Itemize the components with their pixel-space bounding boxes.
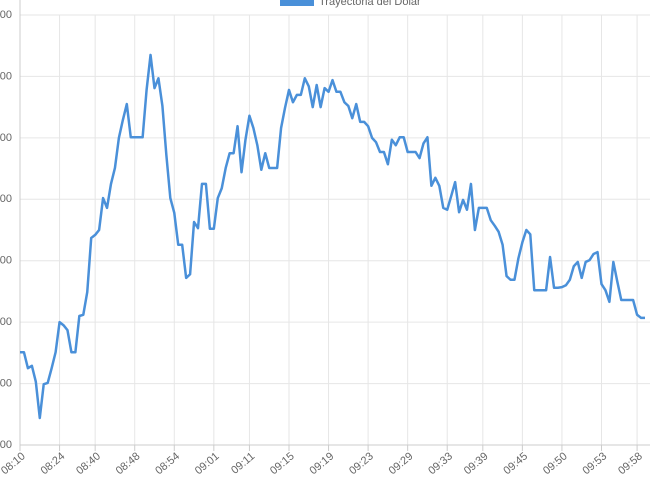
y-tick-label: ,00 (0, 193, 12, 205)
y-tick-label: ,00 (0, 255, 12, 267)
x-tick-label: 08:24 (39, 450, 68, 477)
x-tick-label: 09:50 (541, 450, 570, 477)
x-tick-label: 08:40 (74, 450, 103, 477)
x-tick-label: 09:33 (426, 450, 455, 477)
y-tick-label: ,00 (0, 70, 12, 82)
x-tick-label: 09:58 (616, 450, 645, 477)
y-tick-label: ,00 (0, 316, 12, 328)
y-tick-label: ,00 (0, 377, 12, 389)
x-tick-label: 09:01 (193, 450, 222, 477)
y-tick-label: ,00 (0, 132, 12, 144)
y-tick-label: ,00 (0, 9, 12, 21)
x-tick-label: 09:19 (308, 450, 337, 477)
x-tick-label: 09:29 (387, 450, 416, 477)
legend-label: Trayectoria del Dolar (319, 0, 421, 8)
x-tick-label: 08:10 (0, 450, 28, 477)
x-tick-label: 09:53 (580, 450, 609, 477)
x-tick-label: 08:48 (114, 450, 143, 477)
x-tick-label: 08:54 (153, 450, 182, 477)
x-tick-label: 09:45 (501, 450, 530, 477)
x-tick-label: 09:23 (347, 450, 376, 477)
legend-swatch (280, 0, 314, 6)
data-line (20, 53, 645, 420)
x-tick-label: 09:15 (268, 450, 297, 477)
x-tick-label: 09:11 (229, 450, 257, 476)
x-tick-label: 09:39 (462, 450, 491, 477)
y-tick-label: ,00 (0, 439, 12, 451)
